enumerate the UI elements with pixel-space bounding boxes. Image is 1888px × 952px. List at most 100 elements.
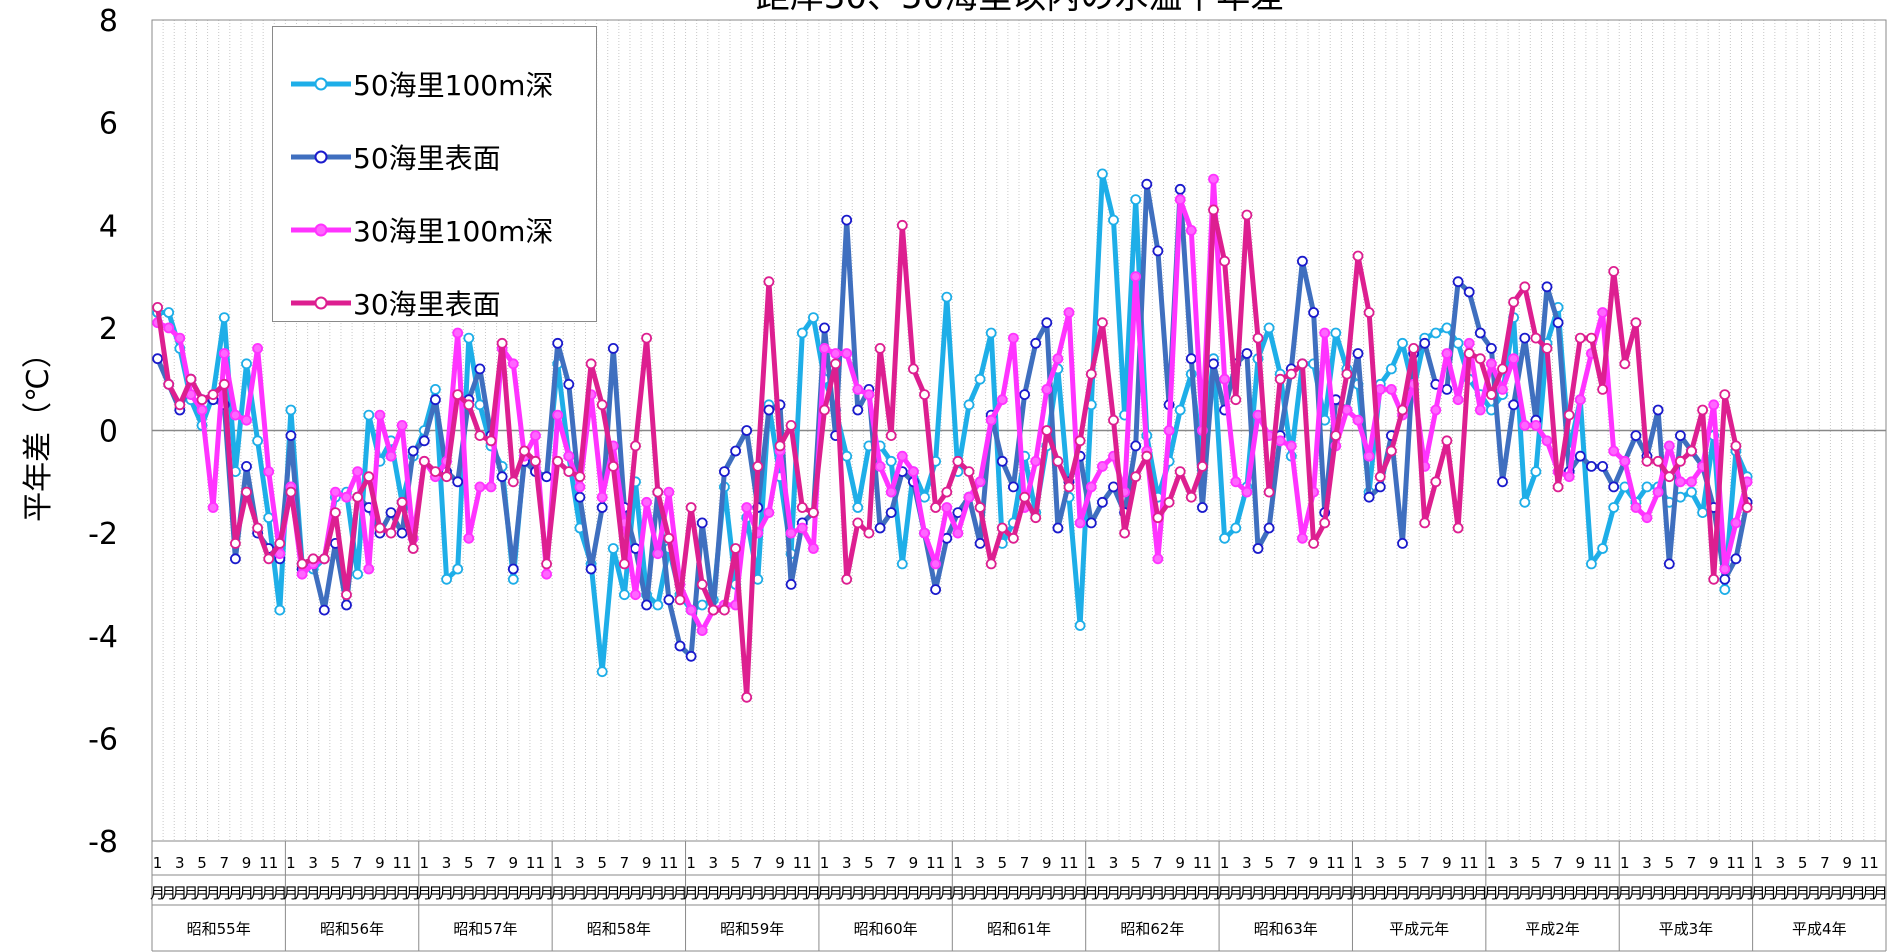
data-point [885,507,897,518]
data-point [1486,342,1497,354]
month-char-label: 月 [439,884,454,902]
data-point [1708,573,1720,585]
month-char-label: 月 [773,884,788,902]
data-point [541,471,552,483]
data-point [630,589,641,601]
data-point [318,604,330,616]
data-point [963,399,975,411]
month-number-label: 5 [597,854,607,872]
data-point [1586,332,1597,344]
month-number-label: 11 [926,854,945,872]
month-char-label: 月 [239,884,254,902]
data-point [607,342,619,354]
month-char-label: 月 [150,884,165,902]
y-tick-label: 4 [99,209,118,244]
month-char-label: 月 [1439,884,1454,902]
data-point [1430,404,1442,416]
data-point [1586,558,1597,570]
data-point [1085,481,1097,493]
month-char-label: 月 [939,884,954,902]
month-char-label: 月 [995,884,1010,902]
data-point [241,358,252,370]
data-point [1352,348,1364,359]
data-point [1197,502,1208,513]
month-number-label: 11 [793,854,812,872]
data-point [852,517,864,529]
data-point [452,327,464,339]
month-char-label: 月 [1284,884,1299,902]
data-point [1374,383,1386,395]
data-point [819,322,830,334]
data-point [1119,527,1130,539]
data-point [852,404,864,416]
chart-title: 距岸30、50海里以内の水温平年差 [756,0,1285,17]
data-point [1141,178,1153,190]
month-char-label: 月 [172,884,187,902]
month-number-label: 7 [620,854,630,872]
month-char-label: 月 [1873,884,1888,902]
data-point [1430,327,1442,339]
data-point [941,502,953,513]
data-point [1730,440,1742,452]
data-point [1030,455,1042,467]
data-point [1486,389,1497,401]
data-point [163,307,175,318]
data-point [1097,317,1108,329]
month-char-label: 月 [228,884,243,902]
month-char-label: 月 [1073,884,1088,902]
data-point [1597,460,1608,472]
month-char-label: 月 [850,884,865,902]
data-point [585,358,597,370]
data-point [1474,327,1486,339]
month-char-label: 月 [283,884,298,902]
year-label: 昭和62年 [1120,920,1184,938]
data-point [1386,383,1397,395]
data-point [752,460,764,472]
data-point [429,394,441,406]
month-char-label: 月 [906,884,921,902]
legend-item-50m-100m: 50海里100m深 [291,69,553,102]
year-label: 昭和56年 [320,920,384,938]
month-char-label: 月 [395,884,410,902]
month-char-label: 月 [950,884,965,902]
data-point [796,502,808,513]
data-point [374,409,386,421]
data-point [885,455,897,467]
data-point [1408,342,1419,354]
data-point [896,450,908,462]
data-point [863,389,875,401]
month-number-label: 1 [153,854,163,872]
month-char-label: 月 [472,884,487,902]
data-point [919,527,930,539]
month-number-label: 1 [1487,854,1497,872]
month-number-label: 9 [1042,854,1052,872]
month-number-label: 1 [1086,854,1096,872]
data-point [363,563,375,575]
month-number-label: 9 [1175,854,1185,872]
data-point [963,491,975,503]
month-char-label: 月 [1273,884,1288,902]
month-number-label: 11 [1326,854,1345,872]
month-number-label: 11 [1460,854,1479,872]
data-point [1308,538,1319,549]
month-number-label: 1 [686,854,696,872]
data-point [1141,450,1153,462]
data-point [1152,512,1164,524]
month-number-label: 1 [553,854,563,872]
data-point [1486,358,1497,370]
month-char-label: 月 [295,884,310,902]
data-point [630,440,641,452]
month-number-label: 1 [1620,854,1630,872]
data-point [1441,348,1453,359]
data-point [696,599,708,611]
data-point [541,568,552,580]
data-point [707,604,719,616]
month-char-label: 月 [1228,884,1243,902]
data-point [1185,491,1197,503]
data-point [163,378,175,390]
data-point [218,378,230,390]
month-char-label: 月 [1762,884,1777,902]
data-point [1675,455,1686,467]
month-number-label: 5 [1398,854,1408,872]
month-char-label: 月 [317,884,332,902]
